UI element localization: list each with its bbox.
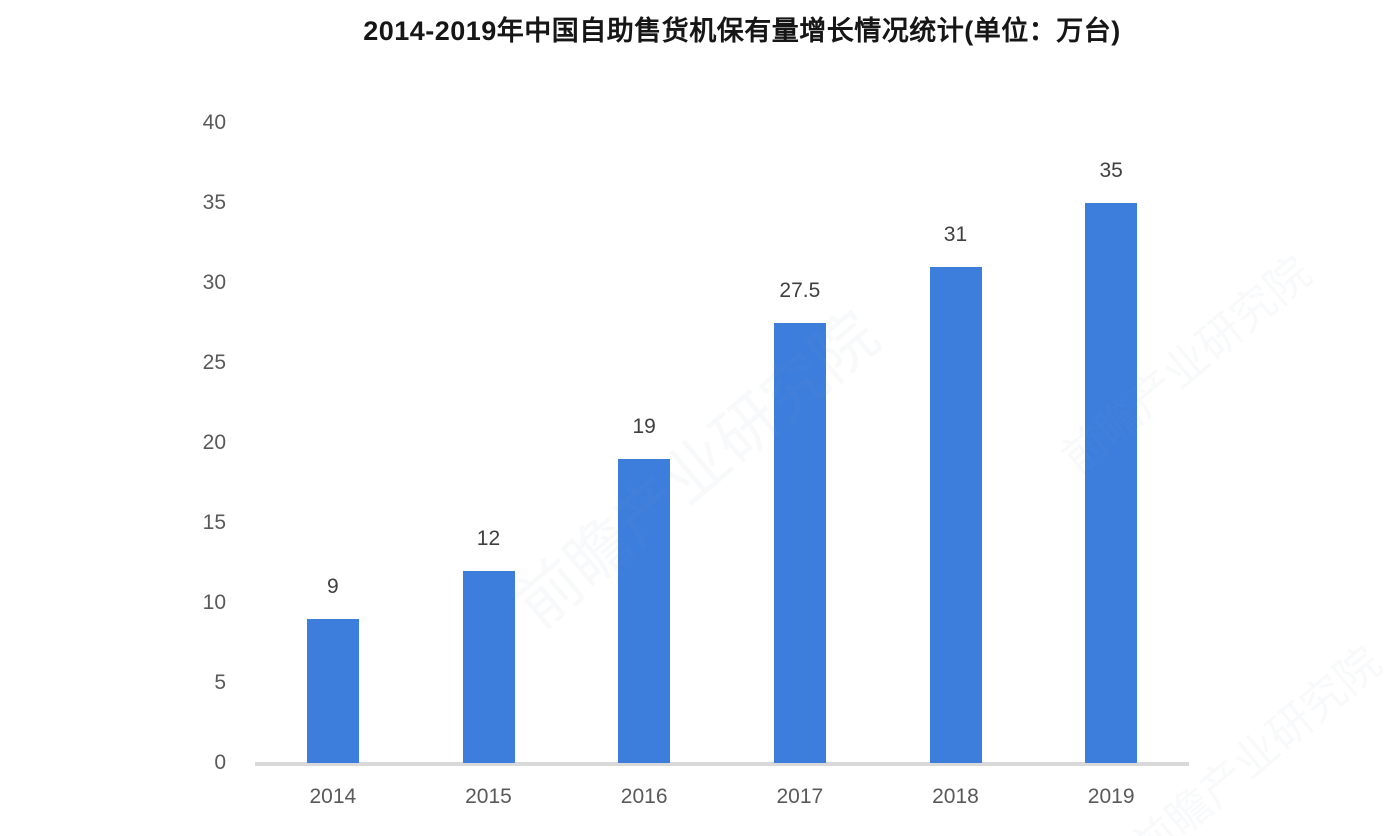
plot-area: 9 2014 12 2015 19 2016 27.5 2017 31 2018 35 2019 [255, 123, 1189, 808]
y-axis-tick-label: 5 [214, 671, 226, 694]
y-axis: 0 5 10 15 20 25 30 35 40 [0, 112, 226, 774]
bar-value-label: 35 [1099, 159, 1123, 182]
bar-2017 [773, 323, 826, 763]
y-axis-tick-label: 30 [202, 271, 226, 294]
bar-2019 [1085, 203, 1138, 763]
y-axis-tick-label: 25 [202, 351, 226, 374]
y-axis-tick-label: 15 [202, 511, 226, 534]
x-axis-category-label: 2019 [1087, 785, 1135, 808]
x-axis-category-label: 2018 [932, 785, 979, 808]
bar-2018 [929, 267, 982, 763]
bar-2015 [462, 571, 515, 763]
y-axis-tick-label: 35 [202, 191, 226, 214]
x-axis-category-label: 2016 [620, 785, 668, 808]
x-axis-category-label: 2017 [776, 785, 824, 808]
y-axis-tick-label: 10 [202, 591, 226, 614]
bar-2016 [618, 459, 671, 763]
bar-value-label: 12 [476, 527, 501, 550]
bar-value-label: 9 [326, 575, 339, 598]
y-axis-tick-label: 20 [202, 431, 226, 454]
x-axis-category-label: 2014 [309, 785, 357, 808]
x-axis-category-label: 2015 [465, 785, 512, 808]
bar-2014 [306, 619, 359, 763]
y-axis-tick-label: 40 [202, 111, 226, 134]
y-axis-tick-label: 0 [214, 751, 226, 774]
x-axis-line [255, 762, 1189, 766]
bar-value-label: 27.5 [779, 279, 821, 302]
chart-title: 2014-2019年中国自助售货机保有量增长情况统计(单位：万台) [363, 16, 1121, 46]
bar-value-label: 19 [632, 415, 656, 438]
bar-value-label: 31 [943, 223, 968, 246]
